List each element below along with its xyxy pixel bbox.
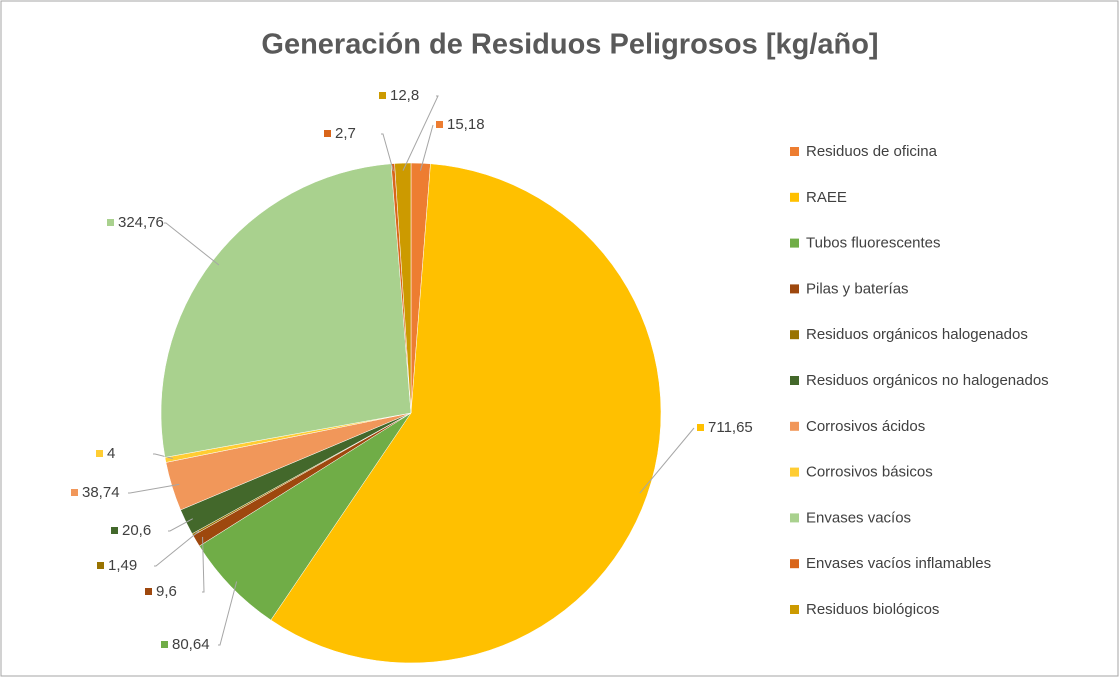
legend-key	[790, 147, 799, 156]
data-label: 12,8	[390, 87, 419, 104]
leader-line	[419, 124, 434, 171]
legend-key	[790, 513, 799, 523]
pie-slice	[394, 162, 412, 414]
pie-slice	[270, 163, 662, 664]
data-label: 2,7	[335, 125, 356, 142]
label-key	[379, 92, 386, 99]
legend-key	[790, 467, 799, 477]
legend-label: Envases vacíos inflamables	[806, 555, 991, 572]
leader-line	[168, 518, 194, 532]
data-label: 38,74	[82, 484, 120, 501]
legend-key	[790, 605, 799, 614]
leader-line	[381, 133, 394, 172]
label-key	[107, 219, 114, 226]
label-key	[161, 641, 168, 648]
legend-key	[790, 559, 799, 569]
legend-key	[790, 330, 799, 340]
legend-label: Residuos orgánicos halogenados	[806, 326, 1028, 343]
data-label: 1,49	[108, 557, 137, 574]
chart-title: Generación de Residuos Peligrosos [kg/añ…	[261, 29, 878, 61]
leader-line	[639, 427, 695, 494]
legend-label: Pilas y baterías	[806, 280, 909, 297]
label-key	[324, 130, 331, 137]
leader-line	[218, 581, 238, 646]
leader-line	[154, 530, 200, 567]
legend-label: RAEE	[806, 189, 847, 206]
label-key	[96, 450, 103, 457]
label-key	[697, 424, 704, 431]
data-label: 9,6	[156, 583, 177, 600]
legend-label: Residuos biológicos	[806, 601, 939, 618]
legend-key	[790, 192, 799, 202]
leader-line	[128, 483, 180, 494]
label-key	[145, 588, 152, 595]
data-label: 80,64	[172, 636, 210, 653]
data-label: 20,6	[122, 522, 151, 539]
legend-label: Corrosivos ácidos	[806, 418, 925, 435]
legend-label: Corrosivos básicos	[806, 464, 933, 481]
legend-label: Residuos orgánicos no halogenados	[806, 372, 1049, 389]
data-label: 4	[107, 445, 115, 462]
legend-label: Tubos fluorescentes	[806, 235, 941, 252]
leader-line	[164, 222, 220, 266]
legend-key	[790, 238, 799, 248]
data-label: 711,65	[708, 419, 753, 436]
label-key	[436, 121, 443, 128]
data-label: 324,76	[118, 214, 164, 231]
label-key	[71, 489, 78, 496]
leader-line	[202, 536, 205, 593]
label-key	[97, 562, 104, 569]
legend-label: Residuos de oficina	[806, 143, 938, 160]
data-label: 15,18	[447, 116, 485, 133]
legend-key	[790, 284, 799, 294]
label-key	[111, 527, 118, 534]
legend-key	[790, 376, 799, 385]
legend-key	[790, 421, 799, 431]
leader-line	[402, 95, 439, 171]
legend-label: Envases vacíos	[806, 509, 911, 526]
